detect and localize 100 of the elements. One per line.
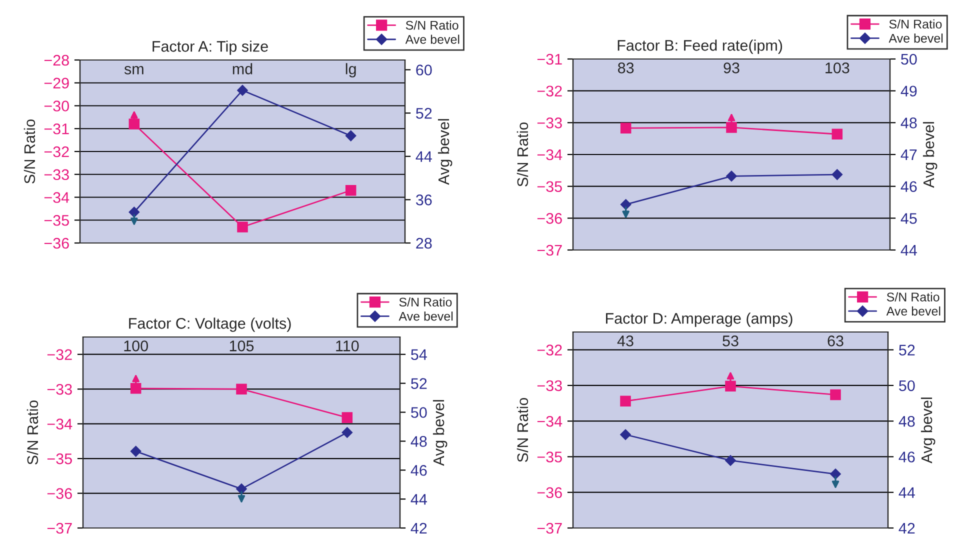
y-axis-title: S/N Ratio — [516, 398, 528, 462]
point — [342, 427, 353, 438]
y-tick-label: −36 — [537, 487, 562, 498]
legend-label: S/N Ratio — [406, 20, 458, 30]
y2-tick-label: 47 — [900, 150, 917, 160]
y-tick-label: −35 — [47, 453, 72, 464]
y2-tick-label: 46 — [898, 452, 915, 462]
y-tick-label: −30 — [44, 100, 69, 112]
y-tick-label: −36 — [44, 238, 69, 249]
y-tick-label: −34 — [537, 416, 562, 427]
y-tick-label: −33 — [47, 384, 72, 395]
chart-title: Factor C: Voltage (volts) — [129, 318, 291, 332]
y-axis-title: S/N Ratio — [24, 119, 36, 184]
y2-tick-label: 45 — [900, 213, 917, 224]
y-tick-label: −29 — [44, 78, 69, 89]
point — [345, 185, 356, 196]
y-tick-label: −36 — [537, 213, 562, 224]
x-tick-label: 63 — [828, 336, 844, 346]
y2-tick-label: 48 — [410, 436, 427, 447]
x-tick-label: 100 — [124, 340, 148, 352]
legend-label: Ave bevel — [886, 306, 940, 316]
point — [620, 122, 632, 134]
x-tick-label: 53 — [722, 336, 738, 346]
y-tick-label: −32 — [47, 349, 72, 360]
y-axis-title: S/N Ratio — [516, 122, 528, 186]
x-tick-label: 110 — [336, 340, 359, 352]
y2-tick-label: 44 — [898, 487, 915, 498]
y-tick-label: −37 — [537, 522, 562, 534]
point — [726, 170, 737, 182]
y2-tick-label: 48 — [900, 118, 917, 128]
legend-label: S/N Ratio — [889, 19, 942, 29]
y-tick-label: −28 — [44, 54, 69, 66]
y-tick-label: −32 — [537, 344, 562, 356]
point — [832, 169, 843, 180]
point — [236, 384, 247, 394]
y2-tick-label: 42 — [898, 522, 915, 534]
y-tick-label: −34 — [47, 418, 72, 430]
y-tick-label: −36 — [47, 488, 72, 499]
y2-axis-title: Avg bevel — [438, 119, 452, 185]
point — [130, 383, 142, 394]
point — [237, 222, 248, 232]
y-tick-label: −35 — [44, 214, 69, 226]
y-tick-label: −34 — [44, 192, 70, 203]
y-tick-label: −31 — [537, 54, 562, 65]
point — [620, 396, 631, 407]
y2-tick-label: 44 — [900, 245, 917, 256]
x-tick-label: lg — [346, 63, 356, 78]
y2-tick-label: 52 — [899, 344, 915, 356]
y-tick-label: −31 — [44, 123, 69, 134]
y2-tick-label: 49 — [900, 86, 917, 97]
point — [237, 84, 248, 96]
point — [830, 468, 841, 480]
chart-title: Factor D: Amperage (amps) — [606, 312, 792, 327]
y2-axis-title: Avg bevel — [920, 398, 936, 464]
y2-axis-title: Avg bevel — [432, 400, 448, 466]
x-tick-label: 93 — [724, 62, 740, 74]
y-tick-label: −37 — [537, 244, 562, 256]
y2-axis-title: Avg bevel — [922, 122, 938, 188]
y2-tick-label: 42 — [410, 522, 427, 534]
legend-label: Ave bevel — [405, 34, 460, 44]
x-tick-label: 43 — [617, 336, 634, 346]
y2-tick-label: 60 — [416, 64, 432, 76]
y2-tick-label: 52 — [411, 378, 427, 389]
y-tick-label: −34 — [537, 149, 562, 160]
legend-label: S/N Ratio — [886, 292, 940, 302]
x-tick-label: sm — [124, 66, 144, 74]
point — [236, 484, 247, 494]
legend-label: Ave bevel — [398, 312, 453, 321]
chart-title: Factor B: Feed rate(ipm) — [618, 40, 782, 54]
y2-tick-label: 50 — [411, 407, 427, 418]
y2-tick-label: 50 — [899, 380, 915, 392]
point — [725, 455, 736, 466]
y2-tick-label: 54 — [411, 349, 427, 360]
point — [620, 429, 631, 440]
point — [130, 446, 142, 457]
x-tick-label: 83 — [618, 62, 634, 74]
legend-label: Ave bevel — [888, 34, 943, 43]
point — [832, 128, 843, 140]
y-tick-label: −33 — [44, 169, 69, 180]
y-tick-label: −32 — [537, 86, 562, 97]
y2-tick-label: 52 — [416, 108, 432, 119]
x-tick-label: 103 — [826, 62, 850, 74]
y2-tick-label: 44 — [410, 494, 427, 505]
point — [725, 380, 736, 392]
y2-tick-label: 48 — [898, 416, 915, 427]
y2-tick-label: 28 — [416, 238, 432, 249]
point — [726, 122, 737, 133]
y-axis-title: S/N Ratio — [26, 400, 38, 464]
point — [128, 118, 140, 130]
x-tick-label: md — [232, 63, 252, 74]
y-tick-label: −32 — [44, 146, 69, 158]
y2-tick-label: 44 — [416, 151, 432, 162]
y-tick-label: −37 — [47, 522, 72, 534]
y-tick-label: −35 — [537, 181, 562, 192]
point — [620, 199, 632, 210]
point — [128, 206, 140, 218]
y2-tick-label: 46 — [900, 181, 917, 192]
y-tick-label: −33 — [537, 118, 562, 128]
y-tick-label: −35 — [537, 452, 562, 462]
y2-tick-label: 46 — [410, 464, 427, 476]
